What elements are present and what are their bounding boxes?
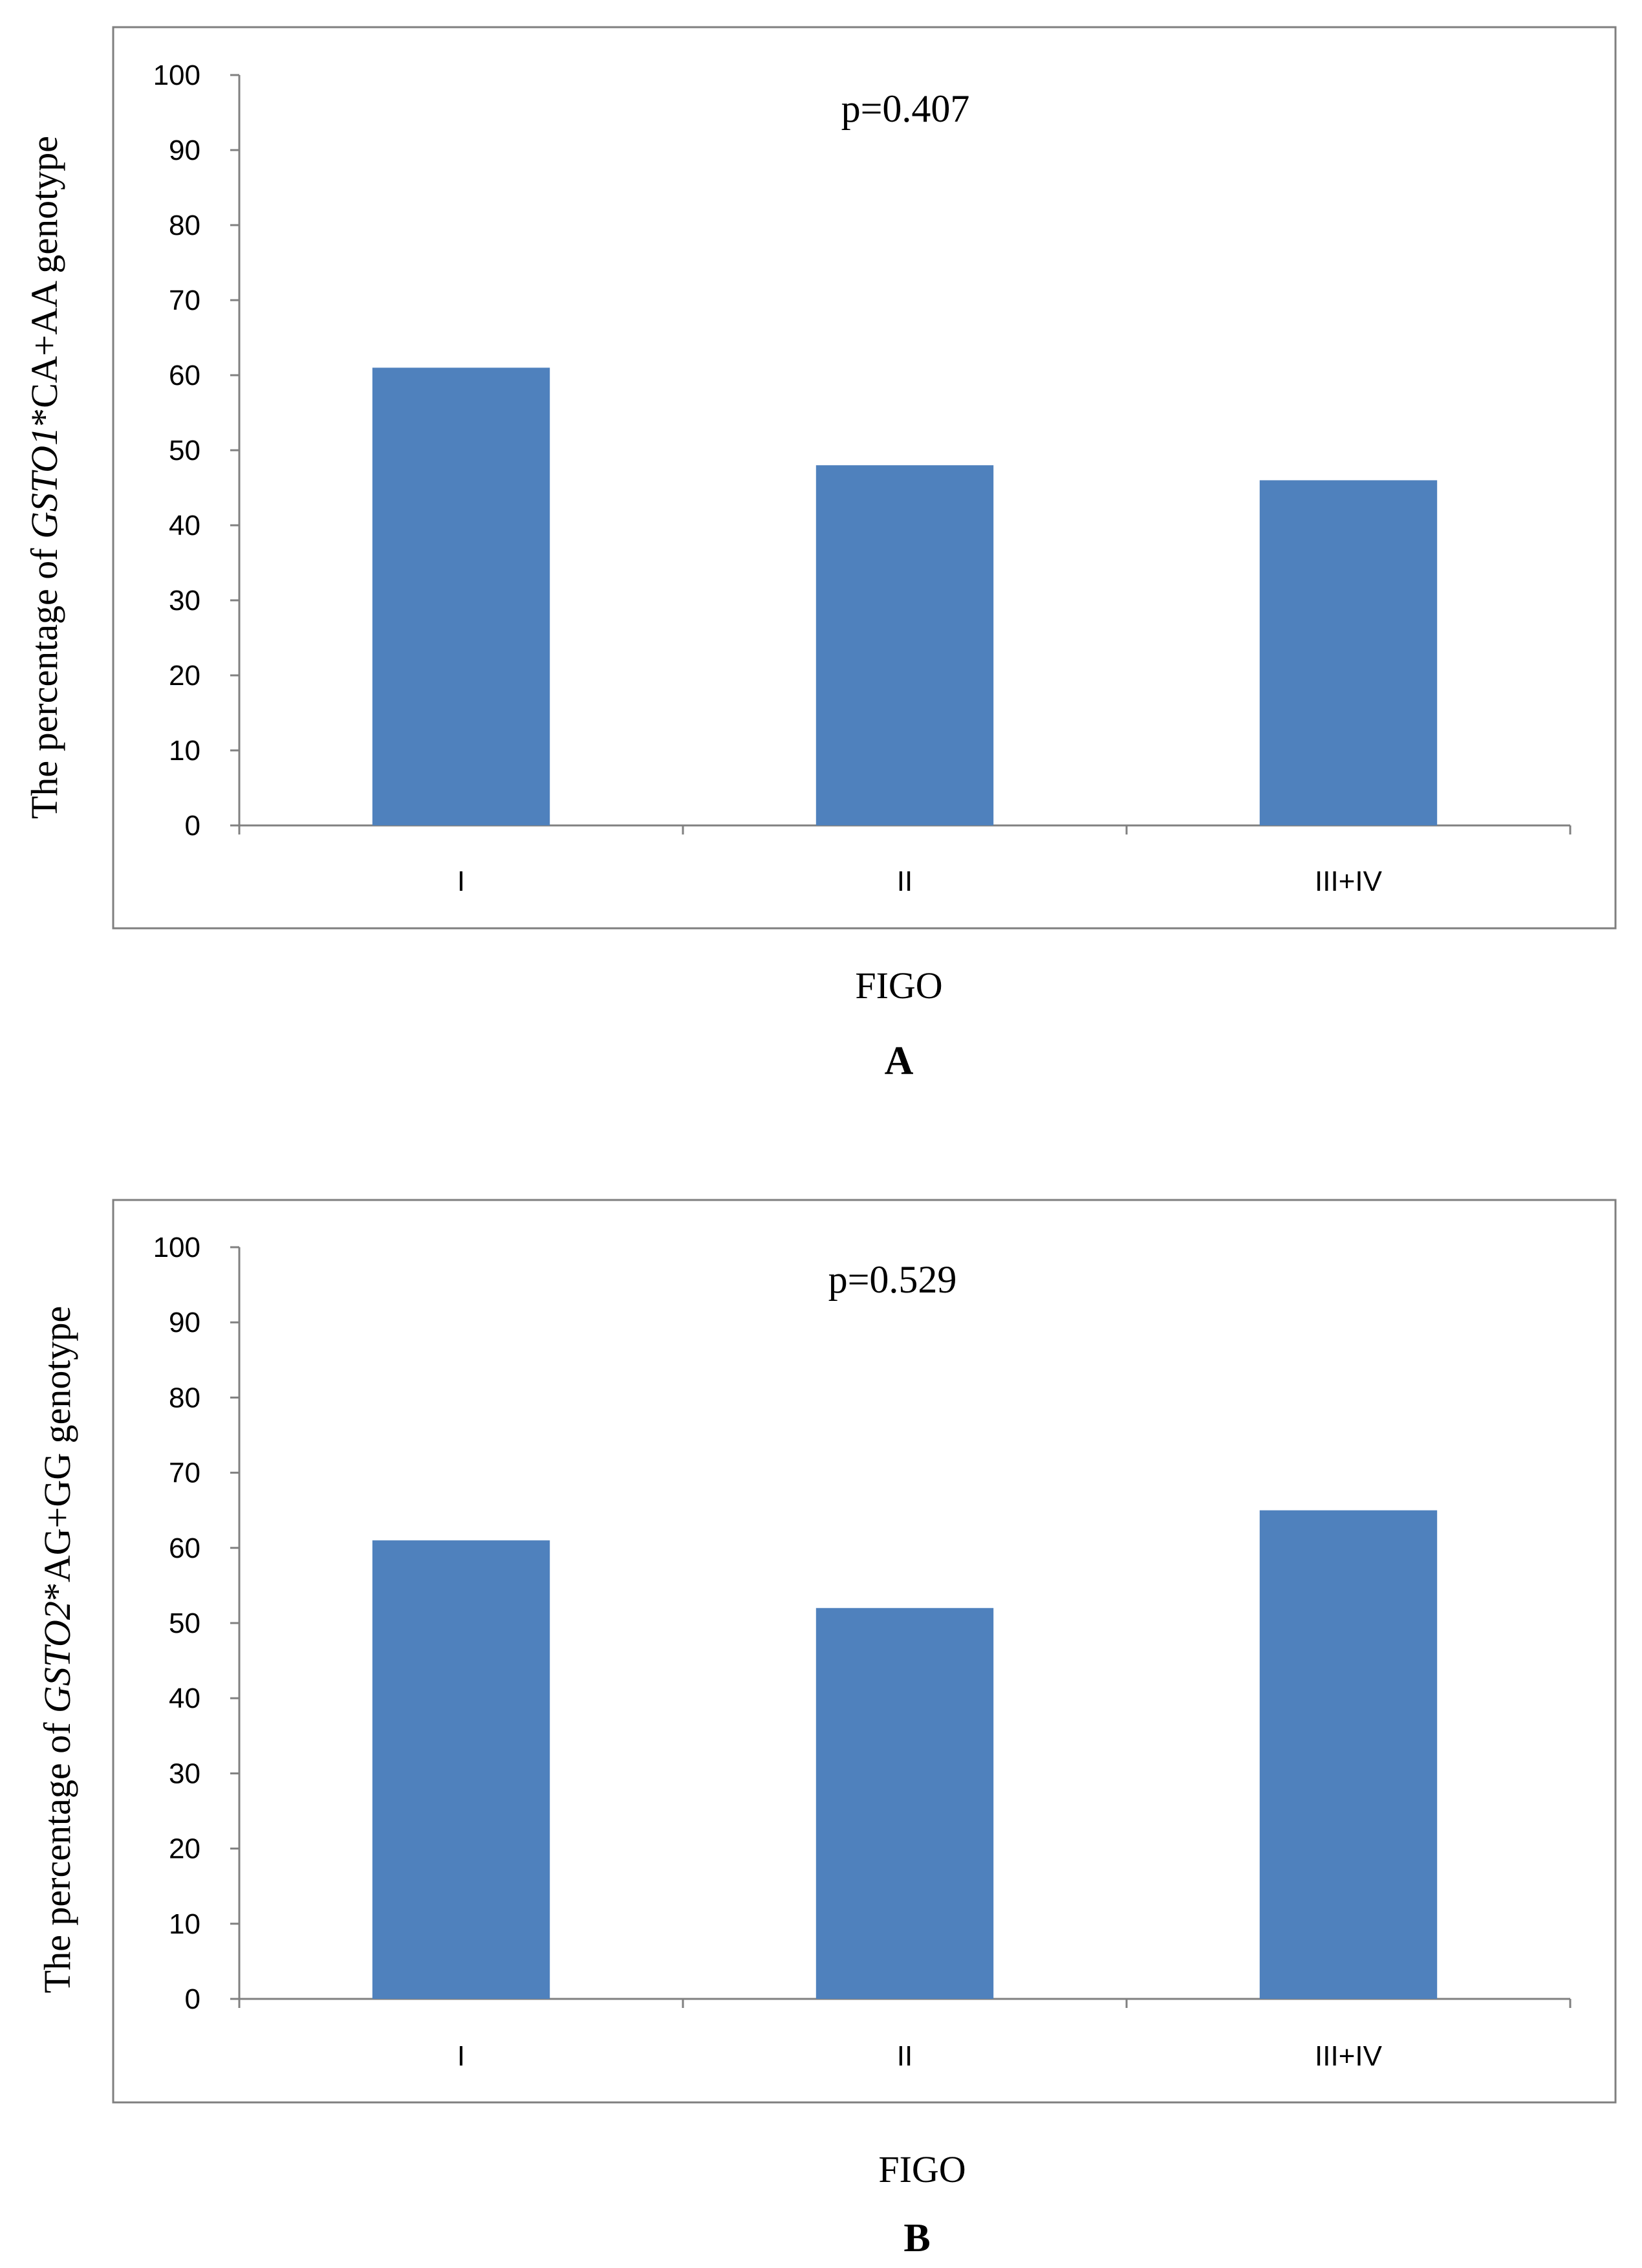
plot-frame xyxy=(112,1199,1617,2104)
y-axis-title: The percentage of GSTO2*AG+GG genotype xyxy=(36,1306,78,1993)
y-tick-label: 0 xyxy=(185,1983,200,2015)
y-tick-label: 90 xyxy=(169,1307,200,1338)
y-tick-label: 0 xyxy=(185,810,200,842)
x-category-label: III+IV xyxy=(1315,2040,1383,2072)
plot-frame xyxy=(112,26,1617,930)
p-value-annotation: p=0.529 xyxy=(828,1258,957,1301)
y-tick-label: 10 xyxy=(169,1908,200,1940)
bar-ii xyxy=(816,1608,994,1999)
y-tick-label: 60 xyxy=(169,1532,200,1564)
bar-ii xyxy=(816,465,994,825)
y-axis-title-part: *AG+GG genotype xyxy=(36,1306,78,1601)
y-tick-label: 50 xyxy=(169,435,200,466)
y-axis-title-part: The percentage of xyxy=(36,1713,78,1993)
bar-iii-plus-iv xyxy=(1259,480,1438,825)
y-tick-label: 30 xyxy=(169,1758,200,1789)
bar-i xyxy=(372,1540,550,1999)
y-tick-label: 20 xyxy=(169,660,200,692)
y-axis-title: The percentage of GSTO1*CA+AA genotype xyxy=(23,136,65,819)
y-axis-title-part: GSTO2 xyxy=(36,1601,78,1713)
y-tick-label: 10 xyxy=(169,735,200,767)
y-axis-title-part: The percentage of xyxy=(23,539,65,819)
y-tick-label: 40 xyxy=(169,510,200,541)
y-tick-label: 80 xyxy=(169,1382,200,1413)
panel-letter: B xyxy=(903,2216,930,2260)
x-category-label: II xyxy=(897,2040,913,2072)
bar-i xyxy=(372,367,550,825)
y-tick-label: 70 xyxy=(169,285,200,316)
y-tick-label: 20 xyxy=(169,1833,200,1865)
y-tick-label: 90 xyxy=(169,135,200,166)
y-tick-label: 100 xyxy=(153,1232,200,1263)
x-axis-title: FIGO xyxy=(855,965,942,1007)
panel-letter: A xyxy=(885,1039,914,1083)
x-category-label: I xyxy=(457,2040,465,2072)
y-tick-label: 80 xyxy=(169,210,200,241)
y-tick-label: 30 xyxy=(169,585,200,616)
y-tick-label: 40 xyxy=(169,1683,200,1714)
y-axis-title-part: *CA+AA genotype xyxy=(23,136,65,427)
y-tick-label: 70 xyxy=(169,1457,200,1489)
y-axis-title-part: GSTO1 xyxy=(23,427,65,539)
y-tick-label: 60 xyxy=(169,360,200,391)
x-category-label: I xyxy=(457,866,465,897)
x-category-label: III+IV xyxy=(1315,866,1383,897)
y-tick-label: 100 xyxy=(153,60,200,91)
x-category-label: II xyxy=(897,866,913,897)
x-axis-title: FIGO xyxy=(878,2148,966,2190)
bar-iii-plus-iv xyxy=(1259,1510,1438,1999)
y-tick-label: 50 xyxy=(169,1608,200,1639)
p-value-annotation: p=0.407 xyxy=(841,87,970,130)
